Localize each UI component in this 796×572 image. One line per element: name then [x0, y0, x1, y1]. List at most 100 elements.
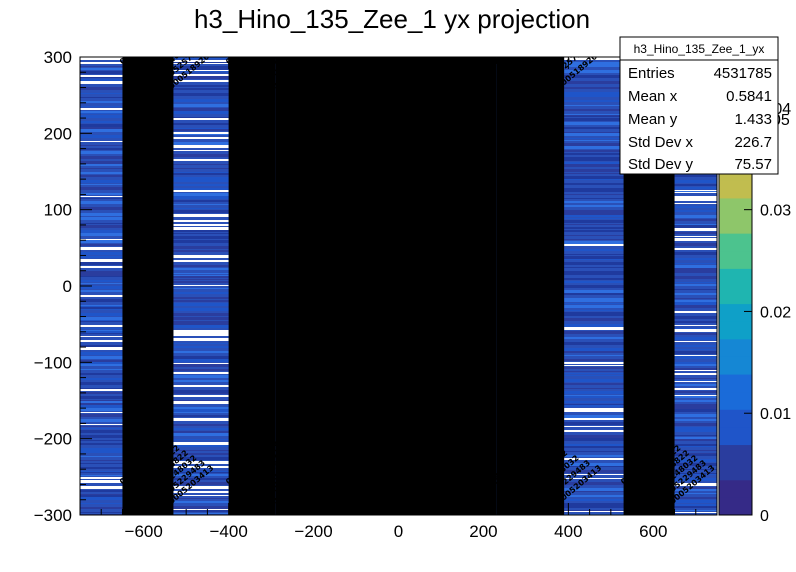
heatmap-stripe — [173, 240, 229, 243]
stats-value-mean-x: 0.5841 — [726, 88, 772, 105]
heatmap-stripe — [564, 271, 624, 272]
heatmap-stripe — [564, 285, 624, 288]
x-tick-label: 600 — [639, 522, 667, 541]
heatmap-stripe — [173, 330, 229, 333]
heatmap-stripe — [80, 87, 123, 90]
heatmap-stripe — [80, 306, 123, 307]
heatmap-stripe — [80, 440, 123, 441]
heatmap-stripe — [80, 400, 123, 401]
heatmap-stripe — [173, 513, 229, 514]
heatmap-stripe — [173, 60, 229, 62]
heatmap-stripe — [80, 207, 123, 210]
heatmap-stripe — [173, 168, 229, 169]
heatmap-stripe — [173, 188, 229, 190]
heatmap-stripe — [674, 506, 717, 508]
heatmap-stripe — [674, 302, 717, 305]
heatmap-stripe — [80, 364, 123, 366]
heatmap-stripe — [80, 450, 123, 453]
heatmap-stripe — [674, 349, 717, 350]
heatmap-stripe — [674, 368, 717, 370]
heatmap-stripe — [80, 266, 123, 268]
heatmap-stripe — [674, 224, 717, 225]
heatmap-stripe — [564, 191, 624, 192]
heatmap-stripe — [564, 415, 624, 418]
heatmap-stripe — [80, 164, 123, 166]
heatmap-stripe — [564, 367, 624, 369]
heatmap-stripe — [564, 355, 624, 356]
heatmap-stripe — [173, 380, 229, 382]
heatmap-stripe — [564, 150, 624, 152]
heatmap-stripe — [674, 365, 717, 366]
heatmap-stripe — [173, 288, 229, 289]
color-scale-step — [719, 374, 752, 393]
heatmap-stripe — [564, 115, 624, 116]
heatmap-stripe — [674, 483, 717, 486]
heatmap-stripe — [674, 329, 717, 330]
heatmap-stripe — [80, 448, 123, 450]
heatmap-stripe — [173, 412, 229, 413]
heatmap-stripe — [80, 187, 123, 190]
heatmap-stripe — [564, 173, 624, 174]
color-scale-step — [719, 250, 752, 269]
heatmap-stripe — [564, 210, 624, 213]
heatmap-stripe — [80, 299, 123, 302]
heatmap-stripe — [80, 247, 123, 250]
heatmap-stripe — [173, 62, 229, 63]
heatmap-stripe — [674, 450, 717, 451]
heatmap-stripe — [173, 117, 229, 118]
heatmap-stripe — [564, 396, 624, 398]
heatmap-stripe — [674, 271, 717, 273]
heatmap-stripe — [674, 196, 717, 198]
heatmap-stripe — [80, 345, 123, 347]
heatmap-stripe — [80, 362, 123, 364]
heatmap-stripe — [564, 474, 624, 475]
heatmap-stripe — [564, 401, 624, 403]
color-scale-step — [719, 391, 752, 410]
color-scale-step — [719, 479, 752, 498]
heatmap-stripe — [674, 333, 717, 335]
heatmap-stripe — [80, 274, 123, 276]
heatmap-stripe — [173, 428, 229, 430]
heatmap-stripe — [564, 235, 624, 236]
heatmap-stripe — [173, 321, 229, 322]
heatmap-stripe — [173, 227, 229, 230]
heatmap-stripe — [674, 203, 717, 204]
heatmap-stripe — [173, 409, 229, 412]
stats-label-mean-y: Mean y — [628, 111, 678, 128]
heatmap-stripe — [564, 303, 624, 304]
heatmap-stripe — [80, 340, 123, 342]
heatmap-stripe — [173, 510, 229, 512]
heatmap-stripe — [173, 159, 229, 161]
heatmap-stripe — [80, 320, 123, 321]
y-tick-label: 200 — [44, 124, 72, 143]
y-tick-label: 300 — [44, 48, 72, 67]
heatmap-stripe — [173, 509, 229, 510]
heatmap-stripe — [564, 290, 624, 293]
heatmap-stripe — [674, 396, 717, 398]
heatmap-stripe — [80, 486, 123, 487]
heatmap-stripe — [80, 113, 123, 114]
heatmap-stripe — [564, 64, 624, 67]
heatmap-stripe — [674, 198, 717, 201]
heatmap-stripe — [674, 190, 717, 191]
heatmap-stripe — [173, 418, 229, 421]
heatmap-stripe — [674, 305, 717, 308]
heatmap-stripe — [564, 213, 624, 215]
heatmap-stripe — [80, 443, 123, 445]
heatmap-stripe — [564, 362, 624, 364]
color-scale-step — [719, 338, 752, 357]
heatmap-stripe — [80, 330, 123, 331]
heatmap-stripe — [674, 268, 717, 271]
heatmap-stripe — [80, 309, 123, 310]
heatmap-stripe — [173, 128, 229, 129]
heatmap-stripe — [80, 180, 123, 183]
heatmap-stripe — [80, 480, 123, 483]
heatmap-stripe — [674, 409, 717, 412]
heatmap-stripe — [80, 75, 123, 77]
heatmap-stripe — [173, 325, 229, 328]
heatmap-stripe — [564, 435, 624, 438]
heatmap-stripe — [173, 351, 229, 353]
heatmap-stripe — [564, 114, 624, 115]
heatmap-stripe — [173, 338, 229, 341]
